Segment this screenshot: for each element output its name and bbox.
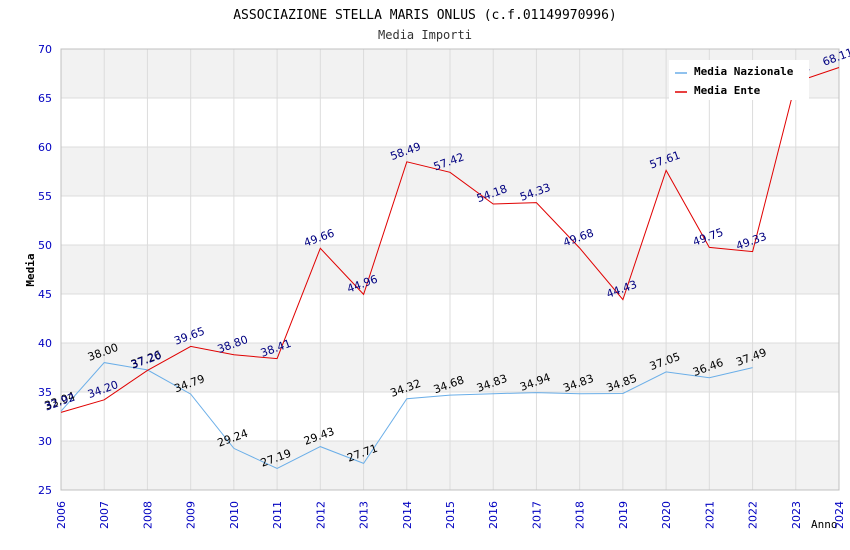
y-tick-label: 65 (38, 92, 52, 105)
legend-label-nazionale: Media Nazionale (694, 65, 794, 78)
y-tick-label: 30 (38, 435, 52, 448)
x-tick-label: 2006 (55, 501, 68, 529)
x-tick-label: 2009 (185, 501, 198, 529)
legend: Media Nazionale Media Ente (669, 60, 809, 100)
x-tick-label: 2013 (358, 501, 371, 529)
x-tick-label: 2012 (314, 501, 327, 529)
x-tick-label: 2019 (617, 501, 630, 529)
y-tick-label: 40 (38, 337, 52, 350)
x-tick-label: 2015 (444, 501, 457, 529)
x-tick-label: 2021 (703, 501, 716, 529)
x-tick-label: 2017 (530, 501, 543, 529)
x-tick-label: 2024 (833, 501, 846, 529)
x-tick-label: 2020 (660, 501, 673, 529)
x-tick-label: 2008 (141, 501, 154, 529)
chart-title: ASSOCIAZIONE STELLA MARIS ONLUS (c.f.011… (233, 8, 617, 23)
y-tick-label: 55 (38, 190, 52, 203)
x-tick-label: 2010 (228, 501, 241, 529)
y-tick-label: 60 (38, 141, 52, 154)
x-tick-label: 2023 (790, 501, 803, 529)
x-tick-label: 2022 (747, 501, 760, 529)
x-tick-label: 2014 (401, 501, 414, 529)
chart-subtitle: Media Importi (378, 28, 472, 42)
y-tick-label: 45 (38, 288, 52, 301)
y-tick-label: 70 (38, 43, 52, 56)
x-tick-label: 2018 (574, 501, 587, 529)
y-axis-label: Media (24, 253, 37, 286)
x-tick-label: 2007 (98, 501, 111, 529)
y-tick-label: 25 (38, 484, 52, 497)
y-tick-label: 50 (38, 239, 52, 252)
x-tick-label: 2011 (271, 501, 284, 529)
legend-label-ente: Media Ente (694, 84, 761, 97)
x-axis-ticks: 2006 2007 2008 2009 2010 2011 2012 2013 2014 2015… (55, 501, 846, 529)
x-tick-label: 2016 (487, 501, 500, 529)
